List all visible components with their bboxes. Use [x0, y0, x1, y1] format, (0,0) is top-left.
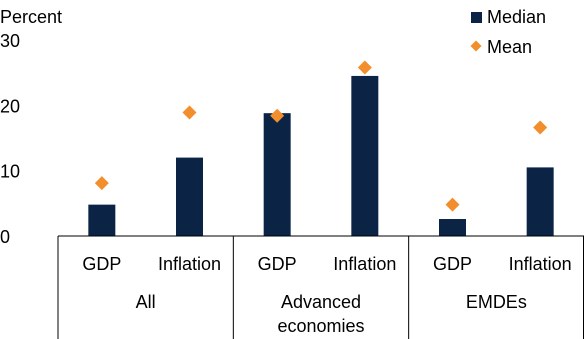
x-category-label: Inflation — [158, 254, 221, 274]
y-tick-label: 10 — [0, 162, 20, 182]
mean-marker — [533, 120, 548, 135]
x-category-label: GDP — [433, 254, 472, 274]
legend-swatch-mean — [470, 40, 482, 52]
x-category-label: GDP — [82, 254, 121, 274]
mean-marker — [182, 105, 197, 120]
x-group-label: All — [136, 292, 156, 312]
mean-marker — [270, 108, 285, 123]
legend-swatch-median — [471, 12, 482, 23]
y-axis-ticks: 0 10 20 30 — [0, 31, 20, 247]
legend-label-median: Median — [487, 7, 546, 27]
x-group-label: Advanced — [281, 292, 361, 312]
bar-series-median — [88, 75, 554, 236]
median-bar — [263, 113, 291, 236]
marker-series-mean — [94, 60, 548, 212]
legend-label-mean: Mean — [487, 37, 532, 57]
x-category-label: Inflation — [333, 254, 396, 274]
y-tick-label: 0 — [0, 227, 10, 247]
x-group-label: EMDEs — [466, 292, 527, 312]
mean-marker — [357, 60, 372, 75]
median-bar — [351, 75, 379, 236]
median-bar — [526, 167, 554, 236]
y-tick-label: 30 — [0, 31, 20, 51]
x-category-label: Inflation — [509, 254, 572, 274]
legend: Median Mean — [470, 7, 546, 57]
x-group-label: economies — [277, 316, 364, 336]
mean-marker — [94, 176, 109, 191]
y-axis-title: Percent — [0, 7, 62, 27]
median-bar — [439, 219, 466, 236]
x-category-label: GDP — [258, 254, 297, 274]
median-bar — [88, 204, 116, 236]
median-bar — [176, 157, 203, 236]
y-tick-label: 20 — [0, 96, 20, 116]
mean-marker — [445, 197, 460, 212]
